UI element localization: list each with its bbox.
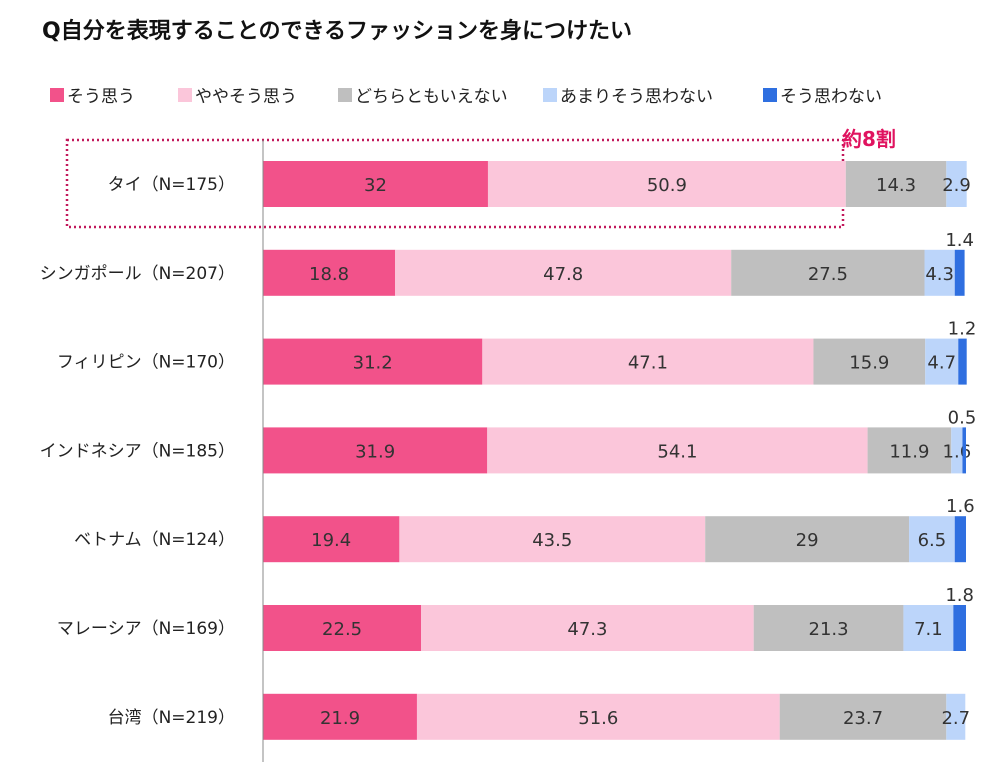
bar-segment xyxy=(925,338,959,385)
highlight-box xyxy=(65,138,845,229)
data-label: 32 xyxy=(364,175,387,196)
data-label: 21.3 xyxy=(809,619,849,640)
legend-swatch xyxy=(338,88,352,102)
data-label: 22.5 xyxy=(322,619,362,640)
category-label: ベトナム（N=124） xyxy=(74,530,235,550)
data-label: 31.2 xyxy=(353,353,393,374)
data-label: 7.1 xyxy=(914,619,943,640)
data-label: 47.1 xyxy=(628,353,668,374)
bar-segment xyxy=(813,338,926,385)
category-label: フィリピン（N=170） xyxy=(57,353,235,373)
bar-segment xyxy=(705,516,910,563)
data-label: 1.6 xyxy=(943,441,972,462)
data-label: 23.7 xyxy=(843,708,883,729)
bar-segment xyxy=(482,338,814,385)
category-label: 台湾（N=219） xyxy=(108,708,235,728)
bar-segment xyxy=(867,427,952,474)
data-label: 18.8 xyxy=(309,264,349,285)
bar-segment xyxy=(421,605,754,651)
legend-label: そう思う xyxy=(67,87,135,107)
data-label: 11.9 xyxy=(889,441,929,462)
data-label: 27.5 xyxy=(808,264,848,285)
data-label: 1.8 xyxy=(945,585,974,606)
bar-segment xyxy=(263,516,400,563)
legend-swatch xyxy=(178,88,192,102)
bar-segment xyxy=(845,161,947,207)
data-label: 43.5 xyxy=(532,530,572,551)
bar-segment xyxy=(263,161,488,207)
chart-title: Q自分を表現することのできるファッションを身につけたい xyxy=(42,18,632,44)
bar-segment xyxy=(263,693,417,740)
data-label: 54.1 xyxy=(657,441,697,462)
data-label: 2.9 xyxy=(942,175,971,196)
data-label: 1.6 xyxy=(946,496,975,517)
bar-segment xyxy=(263,605,422,651)
data-label: 15.9 xyxy=(849,353,889,374)
data-label: 47.8 xyxy=(543,264,583,285)
data-label: 29 xyxy=(796,530,819,551)
bar-segment xyxy=(954,516,966,563)
bar-segment xyxy=(954,249,965,296)
data-label: 1.2 xyxy=(948,319,977,340)
data-label: 4.3 xyxy=(925,264,954,285)
bars: タイ（N=175） 32 50.9 14.3 2.9 シンガポール（N=207） 18.8 4… xyxy=(40,161,977,740)
data-label: 4.7 xyxy=(927,353,956,374)
legend-swatch xyxy=(763,88,777,102)
category-label: マレーシア（N=169） xyxy=(57,619,235,639)
bar-segment xyxy=(731,249,925,296)
data-label: 47.3 xyxy=(567,619,607,640)
legend-label: どちらともいえない xyxy=(355,87,508,107)
bar-segment xyxy=(263,338,483,385)
bar-segment xyxy=(924,249,955,296)
category-label: シンガポール（N=207） xyxy=(40,264,235,284)
legend-swatch xyxy=(543,88,557,102)
bar-segment xyxy=(753,605,904,651)
bar-segment xyxy=(416,693,780,740)
data-label: 0.5 xyxy=(948,407,977,428)
data-label: 6.5 xyxy=(918,530,947,551)
bar-segment xyxy=(903,605,954,651)
legend-swatch xyxy=(50,88,64,102)
bar-segment xyxy=(487,427,868,474)
bar-segment xyxy=(953,605,966,651)
bar-segment xyxy=(399,516,706,563)
bar-segment xyxy=(263,249,396,296)
legend-label: ややそう思う xyxy=(195,87,297,107)
bar-segment xyxy=(487,161,846,207)
bar-segment xyxy=(946,693,966,740)
bar-segment xyxy=(395,249,732,296)
data-label: 2.7 xyxy=(941,708,970,729)
legend: そう思う ややそう思う どちらともいえない あまりそう思わない そう思わない xyxy=(50,87,882,107)
data-label: 19.4 xyxy=(311,530,351,551)
bar-segment xyxy=(958,338,967,385)
data-label: 50.9 xyxy=(647,175,687,196)
data-label: 21.9 xyxy=(320,708,360,729)
bar-segment xyxy=(263,427,488,474)
data-label: 31.9 xyxy=(355,441,395,462)
legend-label: あまりそう思わない xyxy=(560,87,713,107)
category-label: タイ（N=175） xyxy=(108,175,235,195)
bar-segment xyxy=(909,516,955,563)
category-label: インドネシア（N=185） xyxy=(40,441,235,461)
bar-segment xyxy=(946,161,967,207)
legend-label: そう思わない xyxy=(780,87,882,107)
data-label: 1.4 xyxy=(945,230,974,251)
callout-label: 約8割 xyxy=(842,127,896,151)
bar-segment xyxy=(951,427,963,474)
data-label: 51.6 xyxy=(578,708,618,729)
data-label: 14.3 xyxy=(876,175,916,196)
bar-segment xyxy=(779,693,947,740)
bar-segment xyxy=(962,427,966,474)
